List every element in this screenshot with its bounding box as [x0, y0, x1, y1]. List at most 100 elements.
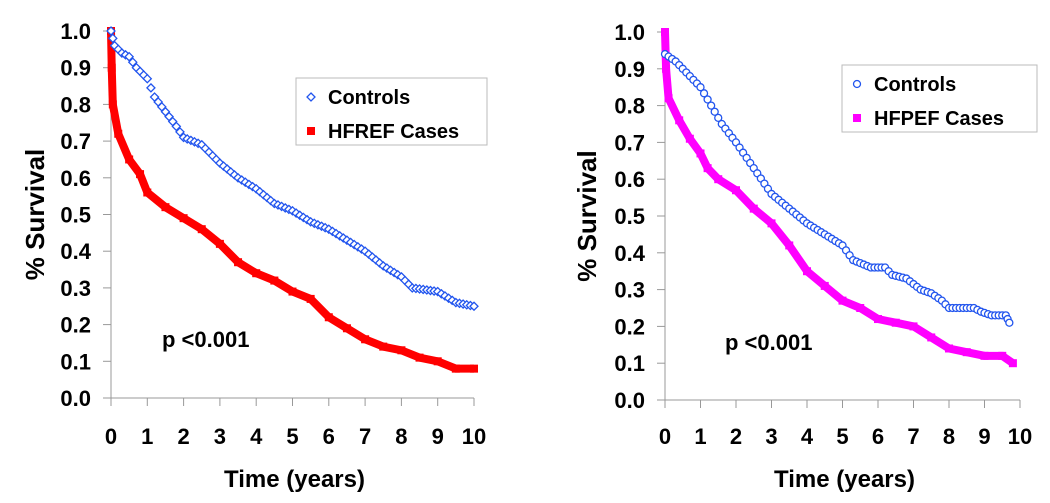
data-point — [891, 318, 900, 327]
data-point — [703, 95, 712, 104]
y-tick-label: 0.5 — [60, 203, 91, 228]
x-tick-label: 9 — [432, 424, 444, 449]
x-axis-title: Time (years) — [774, 466, 915, 493]
legend-label: Controls — [874, 74, 956, 96]
p-value-annotation: p <0.001 — [162, 327, 249, 352]
data-point — [820, 281, 829, 290]
data-point — [108, 100, 117, 109]
data-point — [945, 344, 953, 353]
data-point — [234, 258, 243, 267]
data-point — [469, 301, 479, 312]
x-tick-label: 8 — [395, 424, 407, 449]
data-point — [124, 51, 135, 62]
data-point — [136, 170, 145, 179]
y-tick-label: 0.7 — [614, 130, 645, 155]
x-tick-label: 10 — [1008, 424, 1032, 449]
data-point — [252, 269, 261, 278]
x-tick-label: 7 — [907, 424, 919, 449]
data-point — [685, 134, 694, 143]
data-point — [838, 296, 847, 305]
y-tick-label: 0.2 — [614, 314, 645, 339]
legend-label: Controls — [328, 87, 410, 109]
y-tick-label: 0.0 — [614, 388, 645, 413]
data-point — [361, 335, 370, 344]
data-point — [767, 219, 776, 228]
data-point — [696, 83, 705, 92]
legend-label: HFPEF Cases — [874, 108, 1004, 130]
legend-marker-icon — [307, 127, 315, 135]
series-controls — [660, 49, 1014, 327]
data-point — [433, 357, 442, 366]
y-axis-title: % Survival — [572, 150, 602, 282]
data-point — [179, 214, 188, 223]
x-tick-label: 3 — [765, 424, 777, 449]
y-tick-label: 1.0 — [60, 19, 91, 44]
data-point — [175, 127, 185, 137]
x-axis-title: Time (years) — [224, 466, 365, 493]
data-point — [324, 313, 333, 322]
x-tick-label: 4 — [801, 424, 814, 449]
y-tick-label: 0.0 — [60, 386, 91, 411]
data-point — [785, 241, 794, 250]
data-point — [714, 175, 723, 184]
y-tick-label: 0.4 — [614, 241, 645, 266]
x-tick-label: 8 — [943, 424, 955, 449]
data-point — [699, 89, 709, 98]
data-point — [161, 203, 170, 212]
y-tick-label: 0.9 — [60, 56, 91, 81]
y-tick-label: 0.8 — [614, 94, 645, 119]
data-point — [1008, 359, 1017, 368]
data-point — [288, 287, 297, 296]
data-point — [909, 322, 918, 331]
data-point — [803, 267, 811, 276]
data-point — [1005, 318, 1014, 327]
legend: Controls HFREF Cases — [295, 77, 488, 146]
y-tick-label: 1.0 — [614, 20, 645, 45]
legend-marker-icon — [306, 92, 316, 102]
chart-2: 0.0 0.1 0.2 0.3 0.4 0.5 0.6 0.7 0.8 0.9 1.0 0 1 2 3 4 5 6… — [572, 20, 1038, 493]
data-point — [215, 239, 224, 248]
data-point — [451, 364, 460, 373]
data-point — [927, 333, 936, 342]
y-tick-label: 0.8 — [60, 92, 91, 117]
data-point — [856, 304, 865, 312]
data-point — [998, 351, 1007, 360]
data-point — [710, 107, 719, 116]
p-value-annotation: p <0.001 — [725, 330, 812, 355]
data-point — [270, 276, 279, 285]
data-point — [675, 116, 684, 125]
data-point — [980, 351, 989, 360]
y-tick-label: 0.2 — [60, 313, 91, 338]
data-point — [125, 155, 134, 164]
data-point — [114, 129, 123, 138]
x-tick-label: 1 — [141, 424, 153, 449]
data-point — [107, 63, 116, 72]
x-tick-label: 3 — [214, 424, 226, 449]
series-hfpef-cases — [661, 28, 1017, 368]
series-hfref-cases — [107, 27, 478, 373]
data-point — [470, 364, 478, 373]
y-tick-label: 0.1 — [614, 351, 645, 376]
y-axis-title: % Survival — [20, 149, 50, 281]
data-point — [127, 57, 138, 68]
data-point — [874, 315, 882, 324]
x-tick-label: 2 — [177, 424, 189, 449]
data-point — [714, 113, 723, 123]
data-point — [962, 348, 971, 357]
data-point — [749, 204, 758, 213]
legend-box — [841, 64, 1038, 133]
x-tick-label: 6 — [872, 424, 884, 449]
data-point — [142, 73, 153, 84]
data-point — [143, 188, 152, 197]
y-tick-label: 0.1 — [60, 349, 91, 374]
data-point — [661, 28, 669, 36]
y-tick-label: 0.7 — [60, 129, 91, 154]
legend-label: HFREF Cases — [328, 121, 459, 143]
data-point — [703, 164, 712, 173]
y-tick-label: 0.6 — [614, 167, 645, 192]
legend-marker-icon — [853, 114, 861, 122]
data-point — [415, 353, 424, 362]
data-point — [306, 294, 315, 303]
y-tick-label: 0.9 — [614, 57, 645, 82]
